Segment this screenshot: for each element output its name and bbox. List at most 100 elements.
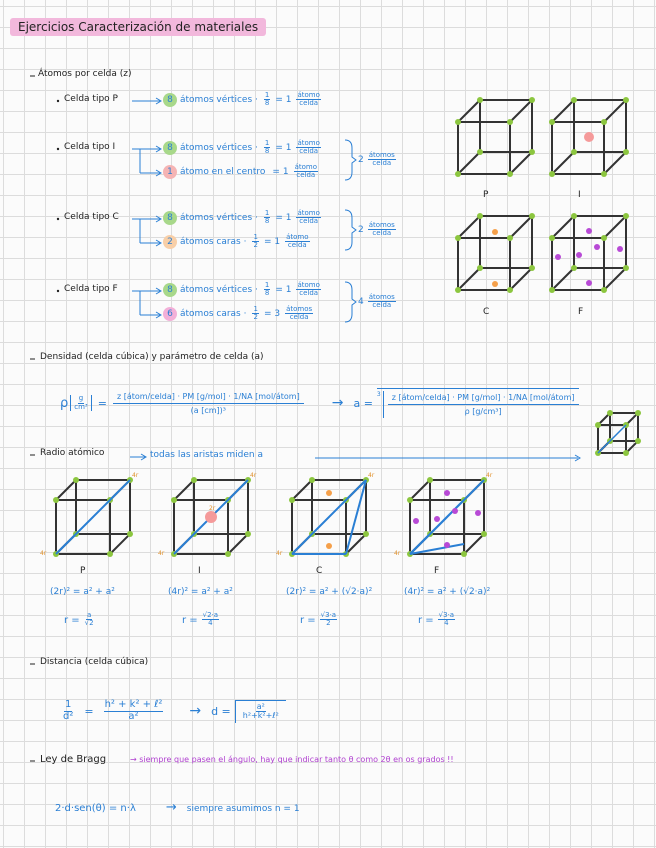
numerator: átomo xyxy=(293,163,318,173)
a-equals: a = xyxy=(353,396,373,410)
atom xyxy=(584,132,594,142)
radius-mark: 4r xyxy=(276,550,283,557)
denominator: 2 xyxy=(253,313,258,322)
atom xyxy=(191,477,197,483)
line-text: átomos vértices · xyxy=(180,213,258,224)
atom-line: 1 átomo en el centro = 1 átomo celda xyxy=(163,163,320,180)
atom xyxy=(434,516,440,522)
atom xyxy=(507,287,513,293)
radius-result: r = √2·a 4 xyxy=(182,611,221,628)
line-text: átomos caras · xyxy=(180,237,247,248)
atom xyxy=(635,438,641,444)
root: 3 z [átom/celda] · PM [g/mol] · 1/NA [mol… xyxy=(376,388,579,418)
denominator: ρ [g/cm³] xyxy=(464,407,502,416)
atom xyxy=(529,265,535,271)
atom xyxy=(477,97,483,103)
numerator: a² xyxy=(255,702,266,713)
atom xyxy=(576,252,582,258)
atom xyxy=(549,235,555,241)
badge-count: 8 xyxy=(163,211,177,226)
atom xyxy=(427,477,433,483)
numerator: átomo xyxy=(296,91,321,101)
atom xyxy=(53,497,59,503)
numerator: átomo xyxy=(296,139,321,149)
atom xyxy=(623,265,629,271)
atom xyxy=(617,246,623,252)
fraction: √3·a 2 xyxy=(319,611,338,628)
stroke xyxy=(109,533,131,555)
atom xyxy=(571,149,577,155)
stroke xyxy=(509,267,533,291)
cube-label: P xyxy=(80,566,86,576)
numerator: átomos xyxy=(367,151,396,161)
atom xyxy=(601,235,607,241)
fraction: átomos celda xyxy=(367,221,396,238)
atom xyxy=(607,410,613,416)
radius-mark: 2r xyxy=(209,505,216,512)
stroke xyxy=(291,479,313,501)
fraction: a² h²+k²+ℓ² xyxy=(242,702,280,721)
cube-label: I xyxy=(578,190,581,200)
atom xyxy=(326,543,332,549)
line-result: = 3 xyxy=(263,309,281,320)
badge-count: 2 xyxy=(163,235,177,250)
atom xyxy=(455,287,461,293)
r-equals: r = xyxy=(64,614,80,626)
fraction: átomo celda xyxy=(296,209,321,226)
numerator: g xyxy=(77,394,85,404)
denominator: celda xyxy=(289,313,309,322)
atom xyxy=(623,97,629,103)
arrow-head xyxy=(155,215,162,223)
line-result: = 1 xyxy=(275,95,292,106)
denominator: 8 xyxy=(264,217,270,226)
cell-label: Celda tipo F xyxy=(64,284,118,294)
numerator: 1 xyxy=(263,281,271,291)
numerator: √3·a xyxy=(437,611,456,621)
root: a² h²+k²+ℓ² xyxy=(234,700,286,723)
atom xyxy=(461,551,467,557)
atom xyxy=(481,531,487,537)
assumption: siempre asumimos n = 1 xyxy=(186,804,300,814)
atom xyxy=(601,287,607,293)
stroke xyxy=(603,151,627,175)
atom xyxy=(477,265,483,271)
atom xyxy=(549,119,555,125)
atom-line: 8 átomos vértices · 1 8 = 1 átomo celda xyxy=(163,209,323,226)
cell-label: Celda tipo I xyxy=(64,142,116,152)
atom xyxy=(407,497,413,503)
equals: = xyxy=(84,704,94,718)
brace xyxy=(344,281,357,323)
fraction: h² + k² + ℓ² a² xyxy=(103,700,164,722)
numerator: a xyxy=(85,611,93,621)
fraction: átomos celda xyxy=(285,305,314,322)
denominator: celda xyxy=(299,217,319,226)
line-result: = 1 xyxy=(263,237,281,248)
arrow: → xyxy=(165,800,177,815)
atom-line: 8 átomos vértices · 1 8 = 1 átomo celda xyxy=(163,281,323,298)
atom xyxy=(413,518,419,524)
cell-total: 2 átomos celda xyxy=(358,221,398,238)
total-count: 2 xyxy=(358,225,364,236)
denominator: 2 xyxy=(253,241,258,250)
cell-total: 4 átomos celda xyxy=(358,293,398,310)
cube-label: P xyxy=(483,190,489,200)
total-count: 2 xyxy=(358,155,364,166)
brace xyxy=(344,139,357,181)
numerator: z [átom/celda] · PM [g/mol] · 1/NA [mol/… xyxy=(387,391,579,405)
denominator: a² xyxy=(128,710,139,722)
bragg-note: → siempre que pasen el ángulo, hay que i… xyxy=(130,755,454,764)
denominator: celda xyxy=(299,147,319,156)
brace xyxy=(344,209,357,251)
badge-count: 6 xyxy=(163,307,177,322)
denominator: celda xyxy=(372,229,392,238)
numerator: 1 xyxy=(252,305,259,315)
atom xyxy=(455,171,461,177)
cell-label: Celda tipo C xyxy=(64,212,119,222)
r-equals: r = xyxy=(418,614,434,626)
r-equals: r = xyxy=(300,614,316,626)
atom xyxy=(571,265,577,271)
stroke xyxy=(603,99,627,123)
